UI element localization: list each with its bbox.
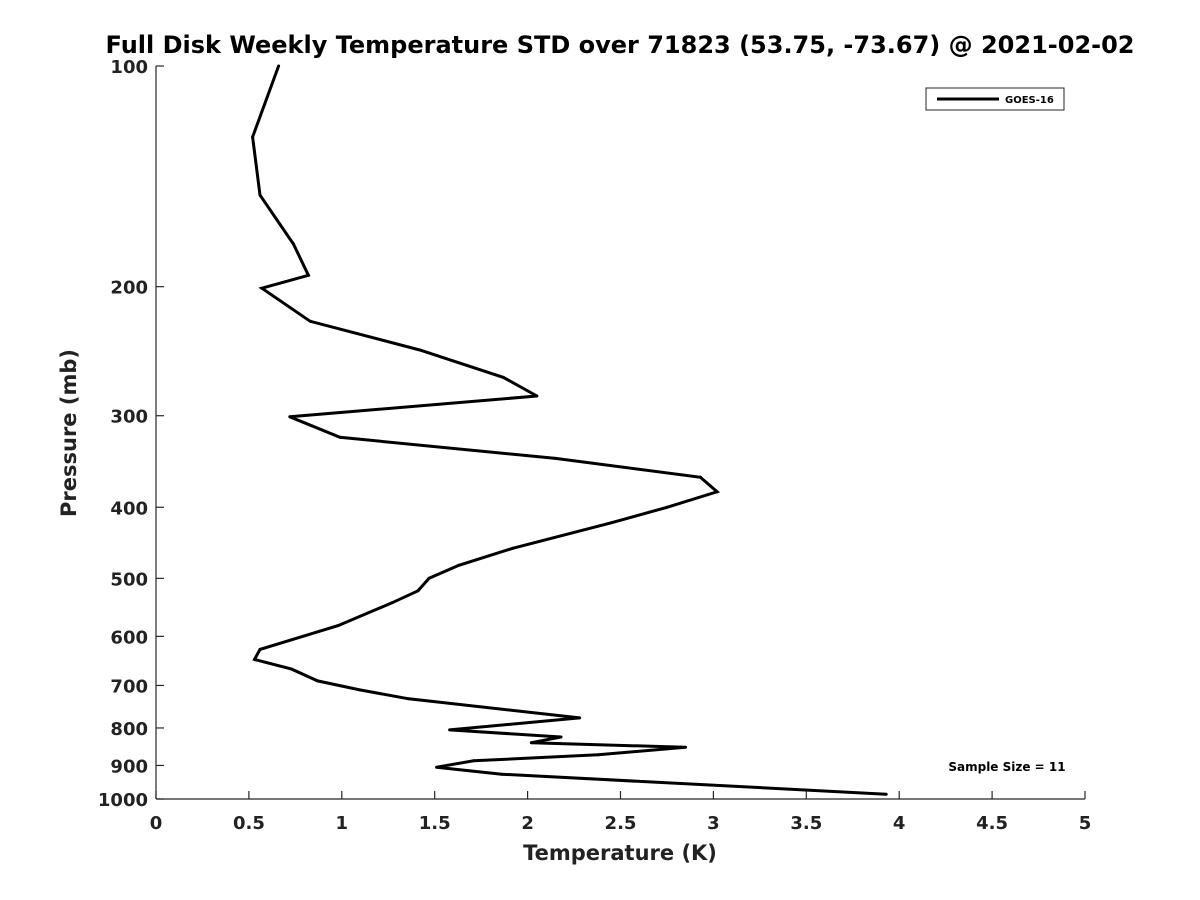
data-point (290, 667, 294, 671)
chart-title: Full Disk Weekly Temperature STD over 71… (106, 31, 1135, 59)
y-tick-label: 600 (110, 627, 148, 648)
data-point (535, 394, 539, 398)
y-tick-label: 200 (110, 278, 148, 299)
data-point (596, 753, 600, 757)
data-point (258, 647, 262, 651)
data-point (715, 490, 719, 494)
data-point (559, 735, 563, 739)
x-tick-label: 0.5 (233, 813, 265, 834)
data-point (884, 792, 888, 796)
y-tick-label: 500 (110, 569, 148, 590)
data-point (448, 728, 452, 732)
data-point (665, 505, 669, 509)
data-point (427, 576, 431, 580)
x-axis-label: Temperature (K) (523, 841, 717, 865)
sample-size-annotation: Sample Size = 11 (948, 760, 1065, 774)
data-point (511, 546, 515, 550)
data-point (578, 716, 582, 720)
data-point (338, 435, 342, 439)
data-point (435, 765, 439, 769)
y-tick-label: 300 (110, 407, 148, 428)
series-layer (251, 64, 888, 796)
data-point (336, 624, 340, 628)
data-point (260, 286, 264, 290)
x-tick-label: 2.5 (605, 813, 637, 834)
x-tick-label: 2 (521, 813, 534, 834)
data-point (529, 741, 533, 745)
data-point (358, 688, 362, 692)
y-ticks: 100 200 300 400 500 600 700 800 900 1000 (98, 57, 164, 811)
data-point (253, 657, 256, 661)
data-point (292, 242, 295, 246)
data-point (258, 193, 262, 197)
y-axis-label: Pressure (mb) (57, 349, 81, 517)
data-point (609, 521, 613, 525)
data-point (500, 772, 504, 776)
x-ticks: 0 0.5 1 1.5 2 2.5 3 3.5 4 4.5 5 (150, 791, 1092, 834)
x-tick-label: 1.5 (419, 813, 451, 834)
y-tick-label: 1000 (98, 790, 148, 811)
data-point (277, 64, 281, 68)
y-tick-label: 900 (110, 756, 148, 777)
legend: GOES-16 (925, 87, 1065, 111)
data-point (457, 563, 461, 567)
data-point (306, 273, 310, 277)
x-tick-label: 5 (1079, 813, 1092, 834)
data-point (698, 475, 702, 479)
data-point (418, 348, 422, 352)
data-point (251, 135, 255, 139)
data-point (684, 745, 687, 749)
data-point (501, 375, 505, 379)
x-tick-label: 4.5 (976, 813, 1008, 834)
data-point (416, 589, 420, 593)
x-tick-label: 3.5 (790, 813, 822, 834)
data-point (554, 456, 557, 460)
legend-label-goes-16: GOES-16 (1005, 95, 1054, 106)
y-tick-label: 700 (110, 676, 148, 697)
data-point (472, 759, 476, 763)
x-tick-label: 0 (150, 813, 163, 834)
x-tick-label: 1 (336, 813, 349, 834)
y-tick-label: 400 (110, 498, 148, 519)
data-point (407, 697, 411, 701)
data-point (390, 601, 394, 605)
y-tick-label: 800 (110, 719, 148, 740)
data-point (288, 415, 292, 419)
data-point (308, 319, 312, 323)
y-tick-label: 100 (110, 57, 148, 78)
x-tick-label: 4 (893, 813, 906, 834)
x-tick-label: 3 (707, 813, 720, 834)
data-point (316, 679, 320, 683)
